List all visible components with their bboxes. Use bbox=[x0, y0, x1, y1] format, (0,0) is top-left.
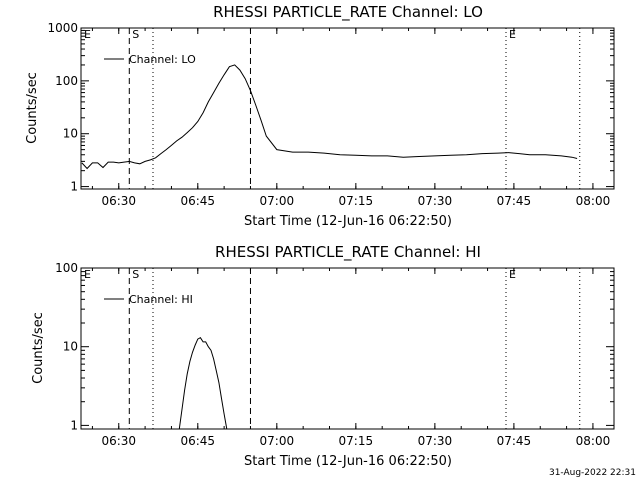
x-tick-label: 06:30 bbox=[101, 194, 136, 208]
chart-title: RHESSI PARTICLE_RATE Channel: HI bbox=[215, 243, 481, 262]
chart-panel-lo: RHESSI PARTICLE_RATE Channel: LO E S E 06:… bbox=[25, 3, 615, 229]
x-tick-label: 07:30 bbox=[418, 434, 453, 448]
y-axis-label: Counts/sec bbox=[25, 72, 40, 144]
x-tick-label: 07:00 bbox=[260, 434, 295, 448]
chart-panel-hi: RHESSI PARTICLE_RATE Channel: HI E S E 06:… bbox=[31, 243, 615, 469]
x-tick-label: 06:30 bbox=[101, 434, 136, 448]
y-tick-label: 1 bbox=[70, 180, 78, 194]
x-tick-label: 08:00 bbox=[576, 194, 611, 208]
x-tick-label: 07:00 bbox=[260, 194, 295, 208]
x-tick-label: 06:45 bbox=[180, 434, 215, 448]
y-axis-label: Counts/sec bbox=[31, 312, 46, 384]
y-tick-label: 10 bbox=[63, 127, 78, 141]
marker-label: E bbox=[509, 268, 516, 281]
marker-label: E bbox=[84, 268, 91, 281]
x-tick-label: 07:15 bbox=[339, 434, 374, 448]
legend-label: Channel: LO bbox=[129, 53, 196, 66]
series-line-lo bbox=[81, 64, 578, 170]
x-tick-label: 07:45 bbox=[497, 434, 532, 448]
x-ticks: 06:30 06:45 07:00 07:15 07:30 07:45 08:00 bbox=[91, 268, 611, 448]
marker-label: S bbox=[132, 268, 139, 281]
chart-title: RHESSI PARTICLE_RATE Channel: LO bbox=[213, 3, 483, 22]
x-tick-label: 06:45 bbox=[180, 194, 215, 208]
x-ticks: 06:30 06:45 07:00 07:15 07:30 07:45 08:00 bbox=[91, 28, 611, 208]
x-tick-label: 08:00 bbox=[576, 434, 611, 448]
y-tick-label: 100 bbox=[55, 74, 78, 88]
marker-label: E bbox=[509, 28, 516, 41]
x-tick-label: 07:45 bbox=[497, 194, 532, 208]
x-tick-label: 07:15 bbox=[339, 194, 374, 208]
x-axis-label: Start Time (12-Jun-16 06:22:50) bbox=[244, 214, 452, 229]
marker-label: S bbox=[132, 28, 139, 41]
y-tick-label: 1 bbox=[70, 418, 78, 432]
y-tick-label: 1000 bbox=[47, 21, 78, 35]
marker-label: E bbox=[84, 28, 91, 41]
series-line-hi bbox=[178, 337, 228, 430]
timestamp-footer: 31-Aug-2022 22:31 bbox=[549, 468, 636, 478]
y-ticks: 1 10 100 1000 bbox=[47, 21, 614, 194]
y-tick-label: 100 bbox=[55, 261, 78, 275]
x-axis-label: Start Time (12-Jun-16 06:22:50) bbox=[244, 454, 452, 469]
y-ticks: 1 10 100 bbox=[55, 261, 614, 432]
y-tick-label: 10 bbox=[63, 340, 78, 354]
legend-label: Channel: HI bbox=[129, 293, 193, 306]
x-tick-label: 07:30 bbox=[418, 194, 453, 208]
